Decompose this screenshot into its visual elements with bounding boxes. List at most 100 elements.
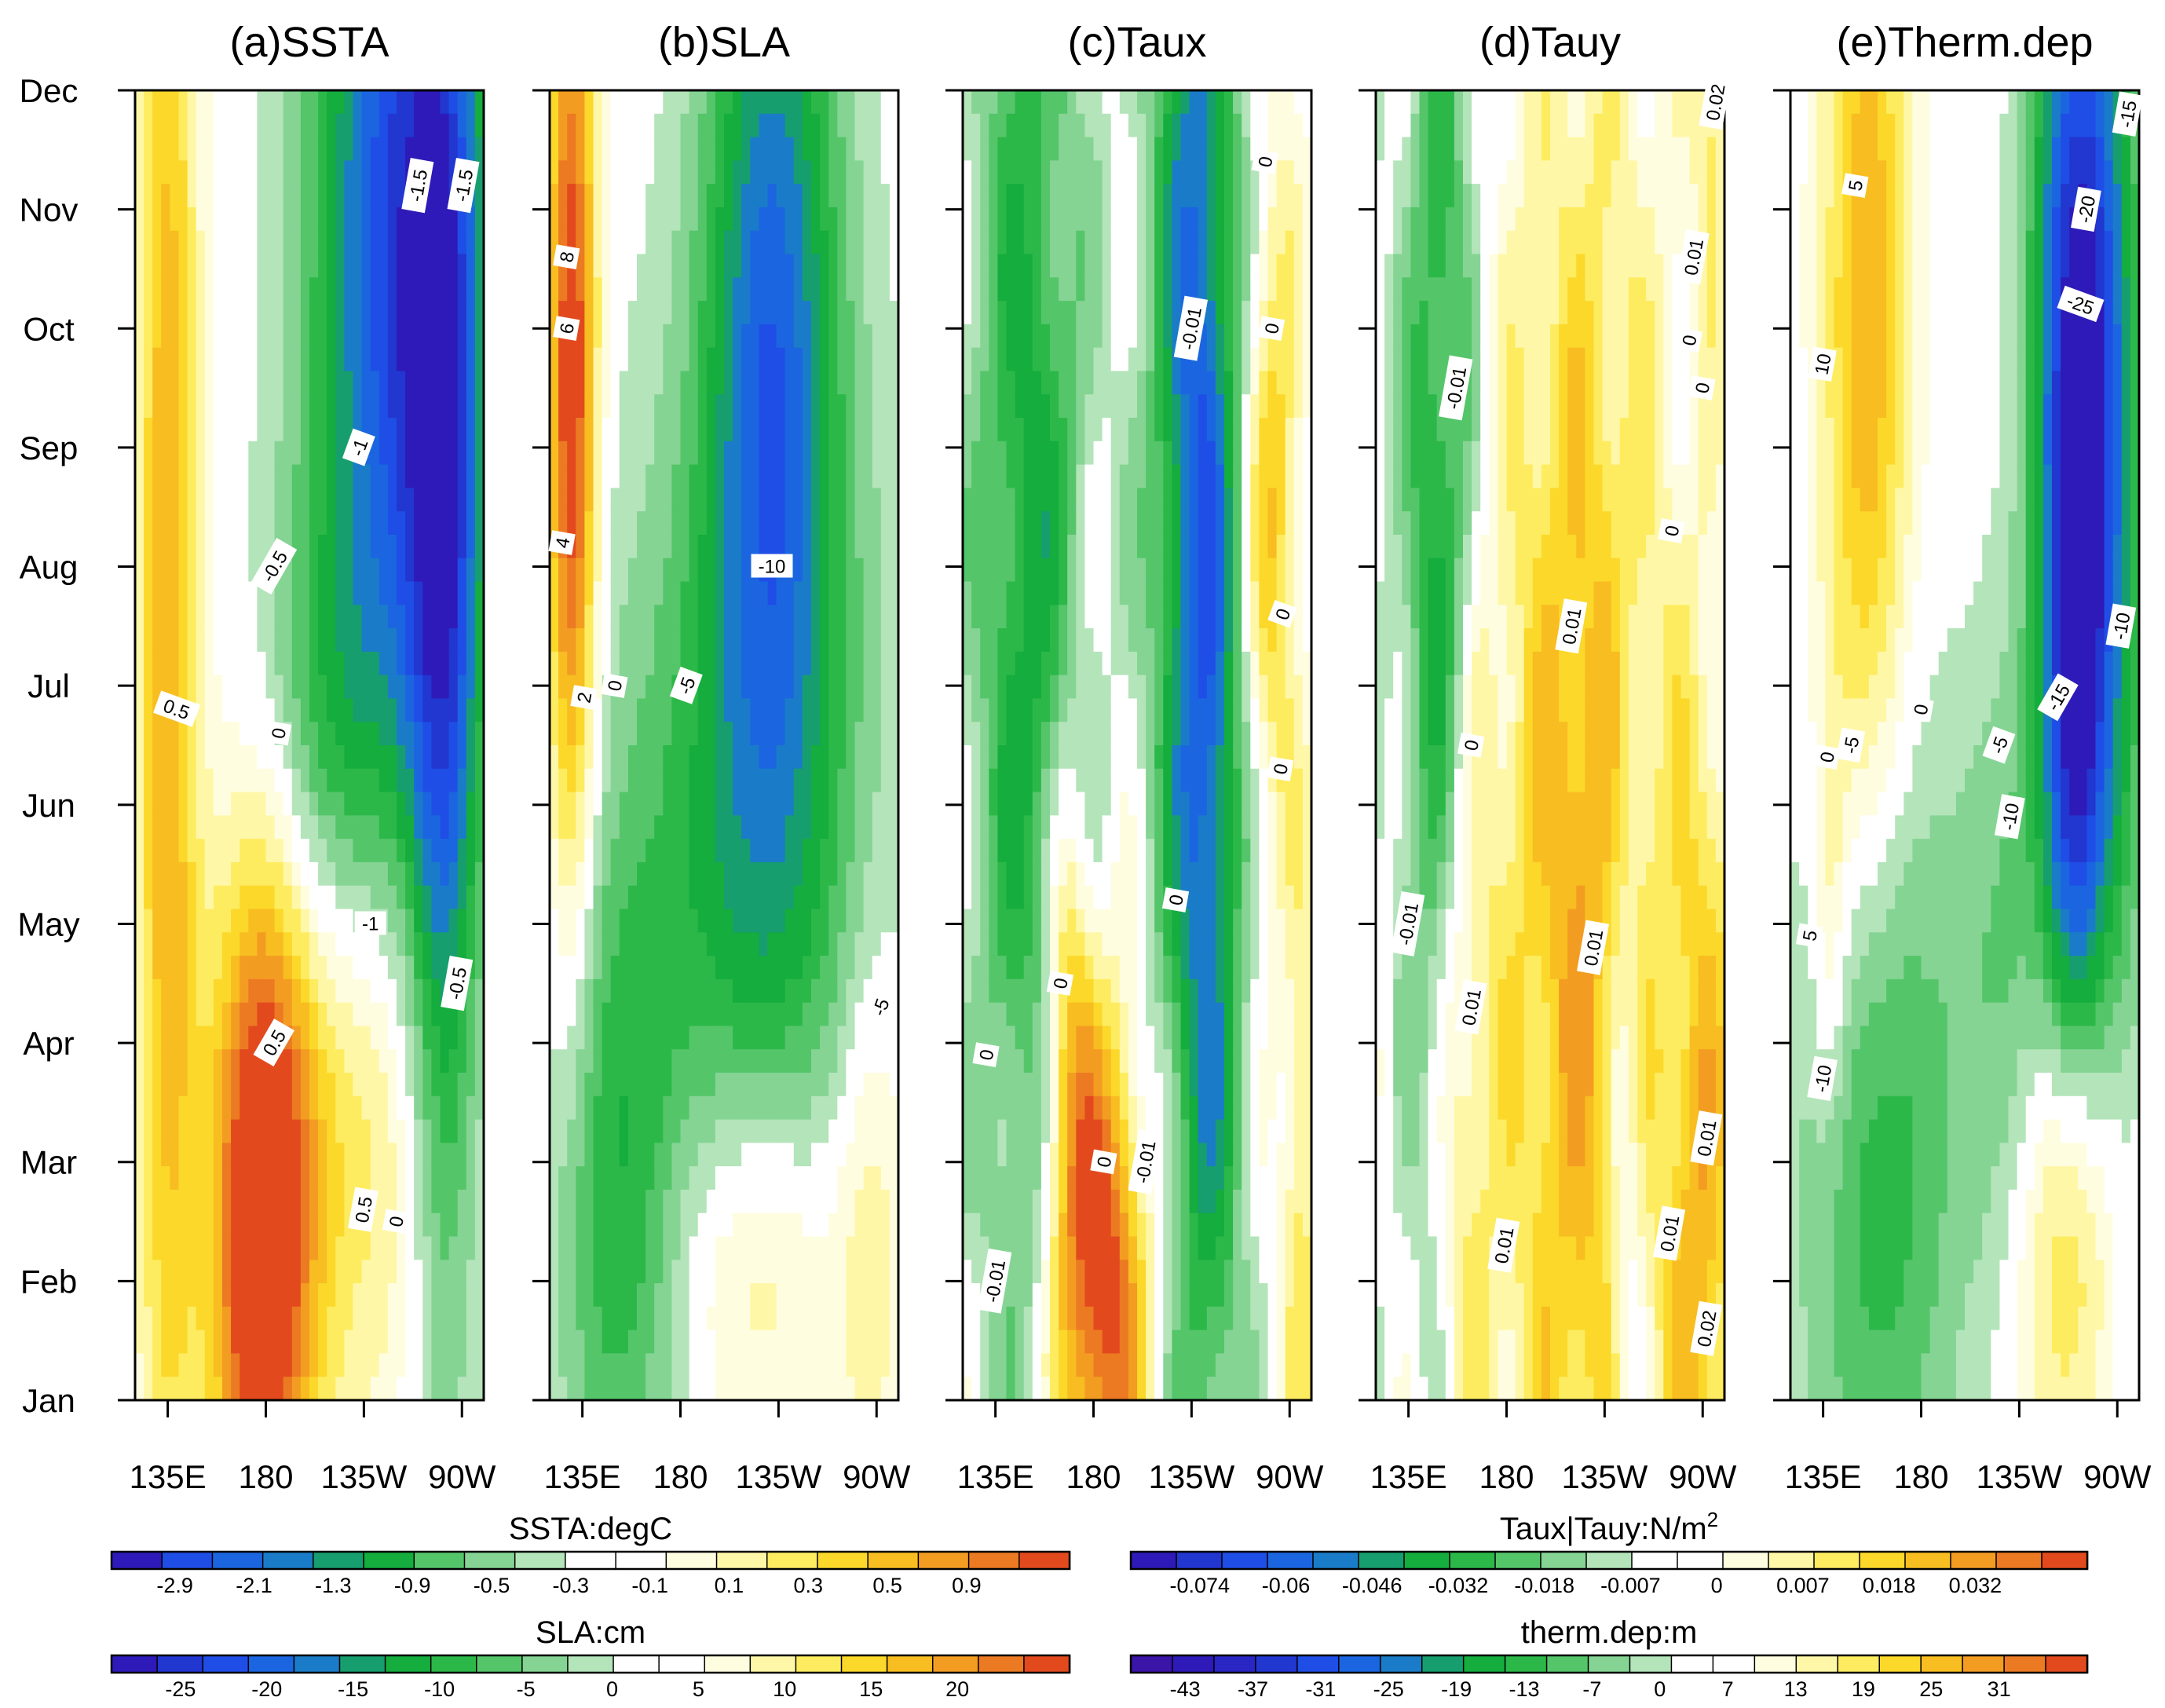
field-cell: [803, 324, 812, 348]
field-cell: [759, 1003, 768, 1026]
field-cell: [371, 1026, 380, 1049]
field-cell: [283, 1353, 293, 1377]
field-cell: [1024, 137, 1033, 161]
field-cell: [414, 1377, 423, 1400]
field-cell: [881, 909, 891, 933]
field-cell: [689, 1353, 699, 1377]
field-cell: [309, 675, 319, 699]
field-cell: [292, 1213, 302, 1237]
field-cell: [671, 722, 681, 745]
field-cell: [275, 418, 284, 441]
field-cell: [161, 1073, 170, 1096]
field-cell: [794, 862, 803, 886]
field-cell: [724, 348, 733, 371]
field-cell: [152, 160, 162, 184]
field-cell: [663, 909, 672, 933]
field-cell: [759, 231, 768, 254]
field-cell: [214, 769, 223, 792]
field-cell: [628, 698, 638, 722]
field-cell: [671, 628, 681, 652]
field-cell: [671, 348, 681, 371]
field-cell: [663, 207, 672, 231]
field-cell: [855, 979, 865, 1003]
field-cell: [989, 605, 998, 628]
field-cell: [222, 160, 232, 184]
field-cell: [628, 1120, 638, 1143]
field-cell: [715, 231, 725, 254]
field-cell: [671, 932, 681, 956]
field-cell: [777, 1026, 786, 1049]
field-cell: [602, 698, 612, 722]
field-cell: [963, 1213, 972, 1237]
field-cell: [388, 886, 397, 909]
field-cell: [803, 1026, 812, 1049]
field-cell: [240, 1353, 249, 1377]
field-cell: [846, 465, 855, 488]
field-cell: [611, 1330, 620, 1354]
field-cell: [811, 1049, 821, 1073]
field-cell: [567, 1190, 576, 1213]
field-cell: [379, 348, 389, 371]
field-cell: [152, 207, 162, 231]
field-cell: [594, 511, 603, 535]
field-cell: [794, 932, 803, 956]
field-cell: [135, 277, 144, 301]
field-cell: [558, 184, 568, 207]
field-cell: [405, 675, 415, 699]
field-cell: [864, 558, 873, 582]
field-cell: [594, 1307, 603, 1330]
field-cell: [980, 1330, 989, 1354]
field-cell: [828, 418, 838, 441]
field-cell: [980, 1166, 989, 1190]
field-cell: [397, 90, 406, 114]
field-cell: [707, 254, 716, 278]
field-cell: [353, 628, 363, 652]
field-cell: [327, 1190, 336, 1213]
field-cell: [963, 558, 972, 582]
field-cell: [855, 348, 865, 371]
field-cell: [301, 1073, 310, 1096]
field-cell: [741, 1166, 751, 1190]
field-cell: [292, 652, 302, 675]
field-cell: [963, 582, 972, 605]
field-cell: [989, 745, 998, 769]
field-cell: [431, 886, 441, 909]
field-cell: [637, 1330, 646, 1354]
field-cell: [205, 652, 214, 675]
field-cell: [963, 1049, 972, 1073]
field-cell: [135, 1003, 144, 1026]
field-cell: [602, 277, 612, 301]
field-cell: [855, 371, 865, 394]
field-cell: [803, 114, 812, 137]
field-cell: [750, 1213, 759, 1237]
field-cell: [344, 184, 353, 207]
field-cell: [777, 184, 786, 207]
field-cell: [161, 1377, 170, 1400]
field-cell: [318, 277, 327, 301]
field-cell: [777, 418, 786, 441]
field-cell: [811, 745, 821, 769]
field-cell: [379, 137, 389, 161]
field-cell: [318, 90, 327, 114]
field-cell: [283, 277, 293, 301]
field-cell: [327, 909, 336, 933]
field-cell: [663, 1073, 672, 1096]
field-cell: [637, 1283, 646, 1307]
field-cell: [837, 207, 847, 231]
field-cell: [257, 979, 266, 1003]
field-cell: [550, 769, 559, 792]
field-cell: [275, 511, 284, 535]
field-cell: [881, 137, 891, 161]
field-cell: [881, 1260, 891, 1283]
field-cell: [449, 207, 459, 231]
field-cell: [353, 465, 363, 488]
field-cell: [275, 394, 284, 418]
field-cell: [179, 207, 188, 231]
field-cell: [188, 418, 197, 441]
field-cell: [144, 956, 153, 979]
field-cell: [637, 839, 646, 862]
field-cell: [671, 90, 681, 114]
field-cell: [335, 231, 345, 254]
field-cell: [550, 394, 559, 418]
field-cell: [397, 114, 406, 137]
